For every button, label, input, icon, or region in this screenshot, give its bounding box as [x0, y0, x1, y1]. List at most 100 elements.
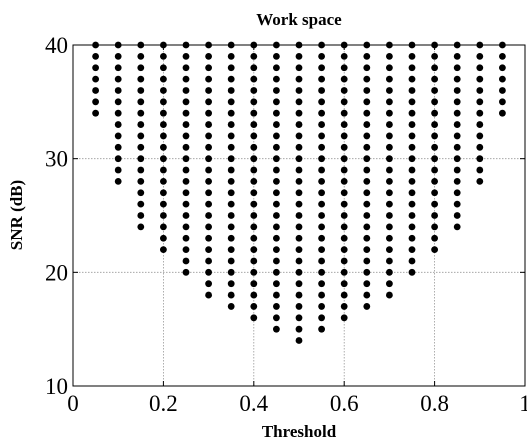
- data-point: [205, 257, 213, 265]
- data-point: [476, 143, 484, 151]
- data-point: [250, 268, 258, 276]
- data-point: [273, 75, 280, 83]
- data-point: [273, 98, 280, 106]
- data-point: [182, 223, 190, 231]
- data-point: [386, 121, 393, 128]
- data-point: [273, 109, 280, 117]
- data-point: [250, 155, 258, 163]
- data-point: [340, 75, 348, 83]
- data-point: [318, 234, 325, 242]
- data-point: [160, 178, 167, 185]
- data-point: [431, 121, 438, 128]
- data-point: [340, 121, 348, 128]
- data-point: [250, 314, 258, 322]
- data-point: [453, 155, 461, 163]
- data-point: [114, 155, 122, 163]
- data-point: [431, 132, 438, 140]
- data-point: [182, 212, 190, 219]
- data-point: [318, 98, 325, 106]
- data-point: [295, 337, 303, 344]
- data-point: [431, 200, 438, 208]
- data-point: [137, 155, 145, 163]
- y-axis-label: SNR (dB): [7, 180, 26, 250]
- data-point: [160, 52, 167, 60]
- data-point: [499, 64, 506, 72]
- data-point: [408, 234, 416, 242]
- data-point: [273, 87, 280, 94]
- data-point: [250, 257, 258, 265]
- data-point: [340, 303, 348, 310]
- y-tick-label: 30: [45, 147, 68, 172]
- data-point: [318, 75, 325, 83]
- data-point: [408, 87, 416, 94]
- data-point: [273, 234, 280, 242]
- data-point: [318, 155, 325, 163]
- x-tick-labels: 0 0.2 0.4 0.6 0.8 1: [67, 391, 527, 416]
- data-point: [386, 155, 393, 163]
- data-point: [340, 223, 348, 231]
- data-point: [340, 246, 348, 254]
- data-point: [182, 200, 190, 208]
- data-point: [160, 64, 167, 72]
- data-point: [340, 234, 348, 242]
- data-point: [453, 64, 461, 72]
- data-point: [386, 291, 393, 299]
- data-point: [318, 189, 325, 197]
- data-point: [137, 98, 145, 106]
- data-point: [431, 189, 438, 197]
- data-point: [386, 200, 393, 208]
- data-point: [340, 268, 348, 276]
- data-point: [205, 64, 213, 72]
- data-point: [295, 200, 303, 208]
- data-point: [227, 52, 235, 60]
- data-point: [205, 223, 213, 231]
- data-point: [476, 98, 484, 106]
- data-point: [453, 121, 461, 128]
- data-point: [227, 155, 235, 163]
- data-point: [453, 178, 461, 185]
- data-point: [318, 280, 325, 288]
- data-point: [227, 280, 235, 288]
- data-point: [340, 52, 348, 60]
- data-point: [160, 87, 167, 94]
- data-point: [340, 178, 348, 185]
- data-point: [227, 223, 235, 231]
- data-point: [340, 189, 348, 197]
- data-point: [408, 268, 416, 276]
- data-point: [182, 132, 190, 140]
- data-point: [137, 121, 145, 128]
- data-point: [431, 246, 438, 254]
- data-point: [386, 234, 393, 242]
- data-point: [273, 132, 280, 140]
- data-point: [92, 75, 99, 83]
- data-point: [205, 200, 213, 208]
- data-point: [431, 52, 438, 60]
- data-point: [160, 166, 167, 174]
- data-point: [453, 109, 461, 117]
- data-point: [453, 212, 461, 219]
- data-point: [114, 166, 122, 174]
- data-point: [318, 314, 325, 322]
- data-point: [476, 132, 484, 140]
- data-point: [295, 189, 303, 197]
- data-point: [250, 223, 258, 231]
- x-tick-label: 0.4: [239, 391, 268, 416]
- data-point: [408, 132, 416, 140]
- data-point: [205, 189, 213, 197]
- data-point: [318, 291, 325, 299]
- x-tick-label: 1: [519, 391, 527, 416]
- data-point: [227, 268, 235, 276]
- data-point: [227, 132, 235, 140]
- data-point: [408, 121, 416, 128]
- data-point: [92, 64, 99, 72]
- data-point: [137, 200, 145, 208]
- data-point: [182, 155, 190, 163]
- data-point: [386, 98, 393, 106]
- data-point: [205, 121, 213, 128]
- data-point: [250, 291, 258, 299]
- data-point: [273, 246, 280, 254]
- data-point: [340, 132, 348, 140]
- data-point: [273, 200, 280, 208]
- data-point: [160, 155, 167, 163]
- data-point: [386, 132, 393, 140]
